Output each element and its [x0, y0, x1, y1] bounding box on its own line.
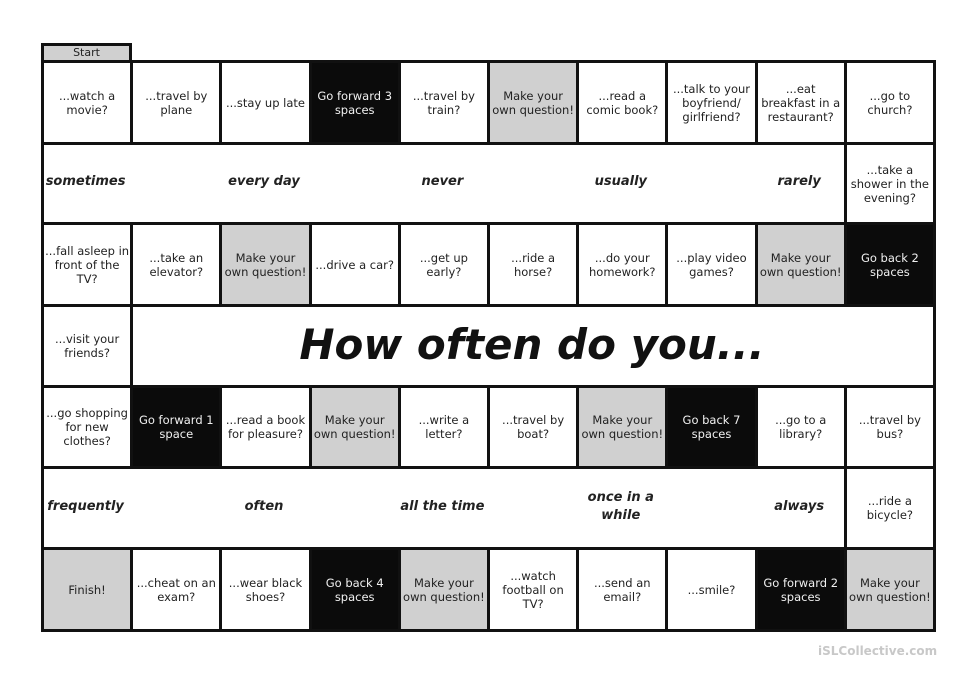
adverb-label: once in a while: [587, 489, 654, 523]
start-label: Start: [41, 43, 132, 61]
board-space: Make your own question!: [754, 222, 847, 307]
adverb-label: often: [244, 498, 284, 514]
board-space: ...read a book for pleasure?: [219, 385, 312, 469]
adverb-label: all the time: [400, 498, 485, 514]
board-space: ...smile?: [665, 547, 758, 632]
adverb-label: rarely: [777, 174, 821, 189]
board-space: ...take a shower in the evening?: [843, 142, 936, 225]
board-space: Go forward 2 spaces: [754, 547, 847, 632]
board-space: ...drive a car?: [308, 222, 401, 307]
adverb-label: every day: [228, 174, 300, 189]
board-space: ...send an email?: [576, 547, 669, 632]
board-space: Make your own question!: [219, 222, 312, 307]
board-space: ...eat breakfast in a restaurant?: [754, 60, 847, 145]
watermark: iSLCollective.com: [818, 644, 938, 658]
board-space: ...go shopping for new clothes?: [41, 385, 134, 469]
board-space: ...travel by boat?: [487, 385, 580, 469]
board-space: Go forward 3 spaces: [308, 60, 401, 145]
adverb-label: frequently: [47, 498, 124, 514]
board-space: Make your own question!: [397, 547, 490, 632]
board-space: ...do your homework?: [576, 222, 669, 307]
board-space: ...visit your friends?: [41, 304, 134, 388]
board-space: ...play video games?: [665, 222, 758, 307]
board-space: ...stay up late: [219, 60, 312, 145]
board-space: Make your own question!: [576, 385, 669, 469]
board-space: ...travel by bus?: [843, 385, 936, 469]
board-space: Go forward 1 space: [130, 385, 223, 469]
board-space: ...ride a bicycle?: [843, 466, 936, 550]
board-space: Go back 2 spaces: [843, 222, 936, 307]
board-space: ...go to a library?: [754, 385, 847, 469]
board-space: ...take an elevator?: [130, 222, 223, 307]
board-space: ...ride a horse?: [487, 222, 580, 307]
board-space: ...write a letter?: [397, 385, 490, 469]
adverb-label: always: [774, 498, 825, 514]
board-space: ...watch a movie?: [41, 60, 134, 145]
board-space: Make your own question!: [308, 385, 401, 469]
board-space: Go back 4 spaces: [308, 547, 401, 632]
board-space: ...talk to your boyfriend/ girlfriend?: [665, 60, 758, 145]
adverb-label: sometimes: [45, 174, 126, 189]
board-space: ...go to church?: [843, 60, 936, 145]
board-space: ...read a comic book?: [576, 60, 669, 145]
adverb-label: usually: [594, 174, 647, 189]
board-space: Make your own question!: [843, 547, 936, 632]
board-space: Make your own question!: [487, 60, 580, 145]
board-space: ...travel by train?: [397, 60, 490, 145]
board-space: ...watch football on TV?: [487, 547, 580, 632]
board-title: How often do you...: [299, 320, 765, 369]
board-space: ...get up early?: [397, 222, 490, 307]
board-space: Go back 7 spaces: [665, 385, 758, 469]
board-space: Finish!: [41, 547, 134, 632]
board-space: ...wear black shoes?: [219, 547, 312, 632]
adverb-label: never: [421, 174, 464, 189]
board-space: ...travel by plane: [130, 60, 223, 145]
board-space: ...cheat on an exam?: [130, 547, 223, 632]
board-space: ...fall asleep in front of the TV?: [41, 222, 134, 307]
